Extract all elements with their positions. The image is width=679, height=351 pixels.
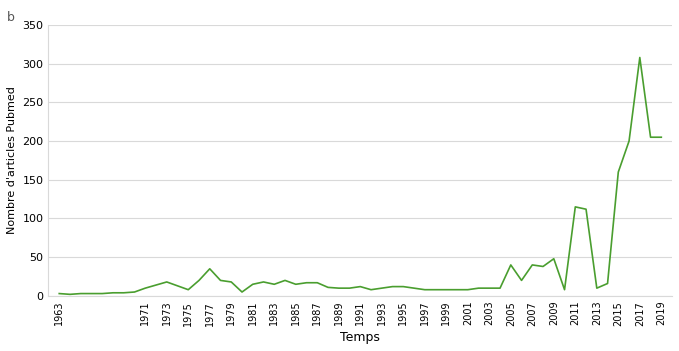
Text: b: b [7, 11, 15, 24]
X-axis label: Temps: Temps [340, 331, 380, 344]
Y-axis label: Nombre d'articles Pubmed: Nombre d'articles Pubmed [7, 86, 17, 234]
